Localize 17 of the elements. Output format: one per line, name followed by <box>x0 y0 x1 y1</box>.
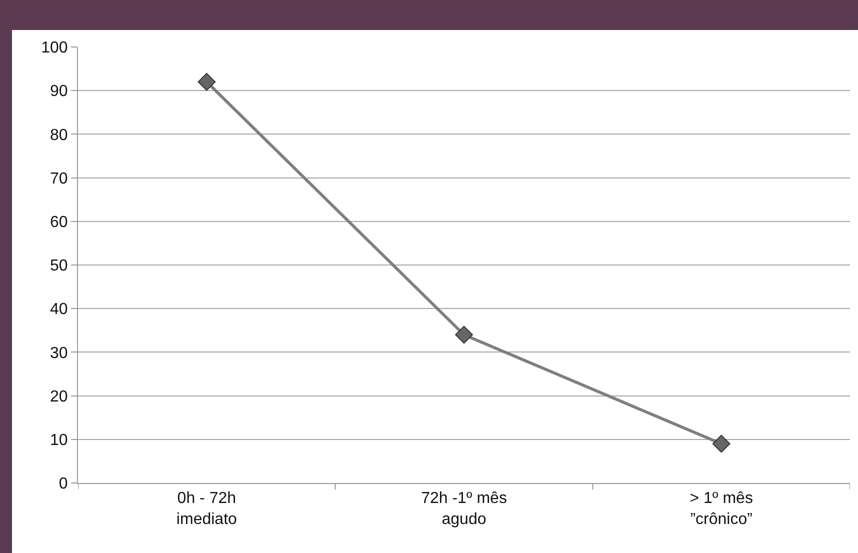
point <box>712 434 730 453</box>
y-tick-label: 0 <box>58 476 68 493</box>
point <box>198 72 216 91</box>
y-tick-label: 10 <box>50 432 68 449</box>
point <box>455 326 473 344</box>
y-tick-label: 90 <box>50 83 68 100</box>
x-tick-label: 72h -1º mês agudo <box>421 490 507 528</box>
y-tick-label: 50 <box>50 258 68 275</box>
y-tick-label: 20 <box>50 388 68 406</box>
y-tick-label: 70 <box>50 170 68 188</box>
y-tick-label: 30 <box>50 344 68 362</box>
y-tick-label: 40 <box>50 301 68 318</box>
x-tick-label: 0h - 72h imediato <box>176 490 238 528</box>
y-tick-label: 60 <box>50 214 68 231</box>
y-tick-label: 100 <box>41 40 68 57</box>
x-tick-label: > 1º mês ”crônico” <box>690 490 753 528</box>
y-tick-label: 80 <box>50 126 68 144</box>
